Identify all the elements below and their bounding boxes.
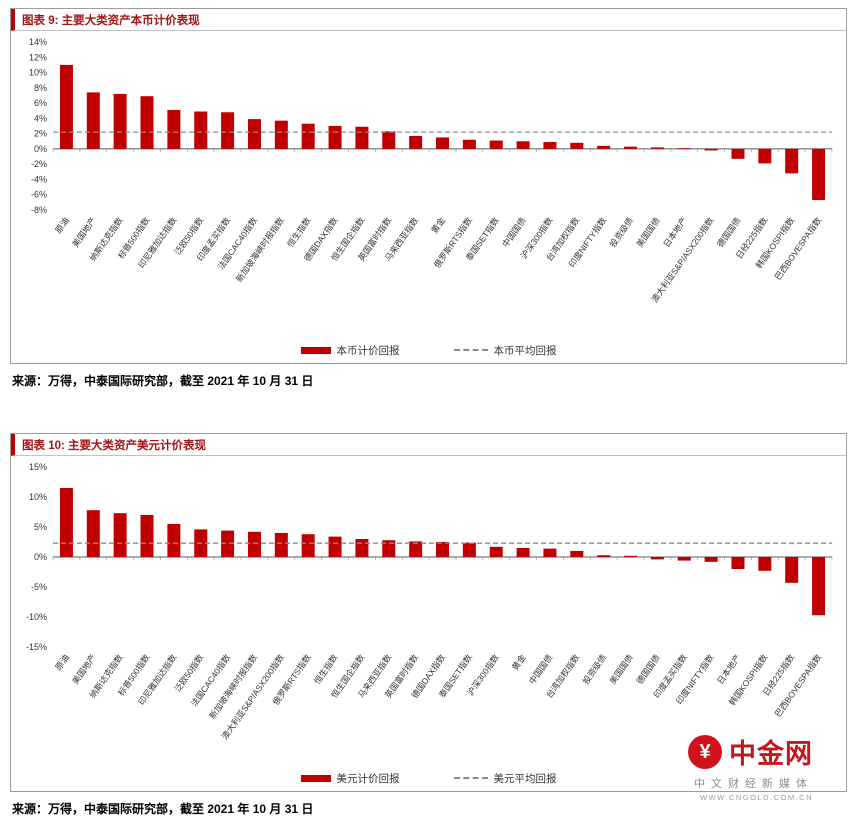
logo-name: 中金网 <box>729 739 813 769</box>
legend-bar-label: 本币计价回报 <box>336 344 400 357</box>
figure-9-legend: 本币计价回报 本币平均回报 <box>11 337 846 363</box>
svg-text:8%: 8% <box>34 83 47 93</box>
legend-average-label: 美元平均回报 <box>493 772 557 785</box>
svg-text:0%: 0% <box>34 144 47 154</box>
legend-bar-label: 美元计价回报 <box>336 772 400 785</box>
figure-10-bar-chart: 15%10%5%0%-5%-10%-15%原油 美国地产纳斯达克指数标普500指数… <box>26 462 833 741</box>
svg-text:投资级债: 投资级债 <box>607 215 635 249</box>
svg-text:巴西BOVESPA指数: 巴西BOVESPA指数 <box>773 215 824 282</box>
svg-text:-5%: -5% <box>31 582 47 592</box>
figure-9-source: 来源：万得，中泰国际研究部，截至 2021 年 10 月 31 日 <box>12 374 314 388</box>
svg-text:原油: 原油 <box>53 215 71 235</box>
figure-9-bar-chart: 14%12%10%8%6%4%2%0%-2%-4%-6%-8%原油 美国地产纳斯达… <box>29 37 833 304</box>
logo-row: ¥ 中金网 <box>688 732 813 771</box>
svg-text:中国国债: 中国国债 <box>500 215 528 249</box>
legend-average-label: 本币平均回报 <box>493 344 557 357</box>
legend-item-average: 美元平均回报 <box>453 771 557 786</box>
svg-text:新加坡海峡时报指数: 新加坡海峡时报指数 <box>234 215 286 284</box>
figure-10-source: 来源：万得，中泰国际研究部，截至 2021 年 10 月 31 日 <box>12 802 314 816</box>
svg-text:原油: 原油 <box>53 652 71 672</box>
svg-text:巴西BOVESPA指数: 巴西BOVESPA指数 <box>773 652 824 719</box>
legend-item-bar: 本币计价回报 <box>300 343 400 358</box>
svg-text:美国国债: 美国国债 <box>634 215 662 249</box>
figure-9-box: 图表 9: 主要大类资产本币计价表现 14% 12% 10% 8% 6% 4% 2% 0% -2… <box>10 8 847 364</box>
figure-10-chart-area: 15% 10% 5% 0% -5% -10% -15% 原油 美国地产 纳斯达克指数 标普500指数… <box>11 456 846 765</box>
svg-text:日本地产: 日本地产 <box>661 215 689 249</box>
svg-text:中国国债: 中国国债 <box>527 652 555 686</box>
svg-text:投资级债: 投资级债 <box>581 652 609 686</box>
svg-text:10%: 10% <box>29 68 47 78</box>
dashed-line-swatch-icon <box>453 777 488 779</box>
cngold-logo: ¥ 中金网 中文财经新媒体 WWW.CNGOLD.COM.CN <box>688 732 813 802</box>
svg-text:0%: 0% <box>34 552 47 562</box>
svg-text:美国国债: 美国国债 <box>607 652 635 686</box>
figure-9-chart-area: 14% 12% 10% 8% 6% 4% 2% 0% -2% -4% -6% -8% 原油 美国地产 纳斯达… <box>11 31 846 337</box>
svg-text:-4%: -4% <box>31 174 47 184</box>
svg-text:德国国债: 德国国债 <box>715 215 743 249</box>
svg-text:黄金: 黄金 <box>510 652 528 672</box>
svg-text:2%: 2% <box>34 129 47 139</box>
bar-swatch-icon <box>300 346 331 354</box>
svg-text:10%: 10% <box>29 492 47 502</box>
svg-text:美国地产: 美国地产 <box>70 215 98 249</box>
figure-9-title: 图表 9: 主要大类资产本币计价表现 <box>11 9 846 31</box>
svg-text:恒生指数: 恒生指数 <box>312 652 340 686</box>
legend-item-average: 本币平均回报 <box>453 343 557 358</box>
logo-url: WWW.CNGOLD.COM.CN <box>700 793 813 802</box>
svg-text:-6%: -6% <box>31 190 47 200</box>
svg-text:恒生指数: 恒生指数 <box>285 215 313 249</box>
svg-text:黄金: 黄金 <box>429 215 447 235</box>
svg-text:4%: 4% <box>34 113 47 123</box>
svg-text:德国国债: 德国国债 <box>634 652 662 686</box>
figure-10-title: 图表 10: 主要大类资产美元计价表现 <box>11 434 846 456</box>
svg-text:-15%: -15% <box>26 642 47 652</box>
svg-text:新加坡海峡时报指数: 新加坡海峡时报指数 <box>207 652 259 721</box>
logo-tagline: 中文财经新媒体 <box>694 778 813 790</box>
svg-text:6%: 6% <box>34 98 47 108</box>
figure-10-box: 图表 10: 主要大类资产美元计价表现 15% 10% 5% 0% -5% -10% -15… <box>10 433 847 792</box>
svg-text:15%: 15% <box>29 462 47 472</box>
bar-swatch-icon <box>300 774 331 782</box>
svg-text:5%: 5% <box>34 522 47 532</box>
svg-text:-10%: -10% <box>26 612 47 622</box>
svg-text:日本地产: 日本地产 <box>715 652 743 686</box>
svg-text:14%: 14% <box>29 37 47 47</box>
coin-logo-icon: ¥ <box>688 734 722 769</box>
dashed-line-swatch-icon <box>453 349 488 351</box>
svg-text:-2%: -2% <box>31 159 47 169</box>
legend-item-bar: 美元计价回报 <box>300 771 400 786</box>
svg-text:-8%: -8% <box>31 205 47 215</box>
svg-text:美国地产: 美国地产 <box>70 652 98 686</box>
svg-text:12%: 12% <box>29 52 47 62</box>
figure-10-legend: 美元计价回报 美元平均回报 <box>11 765 846 791</box>
